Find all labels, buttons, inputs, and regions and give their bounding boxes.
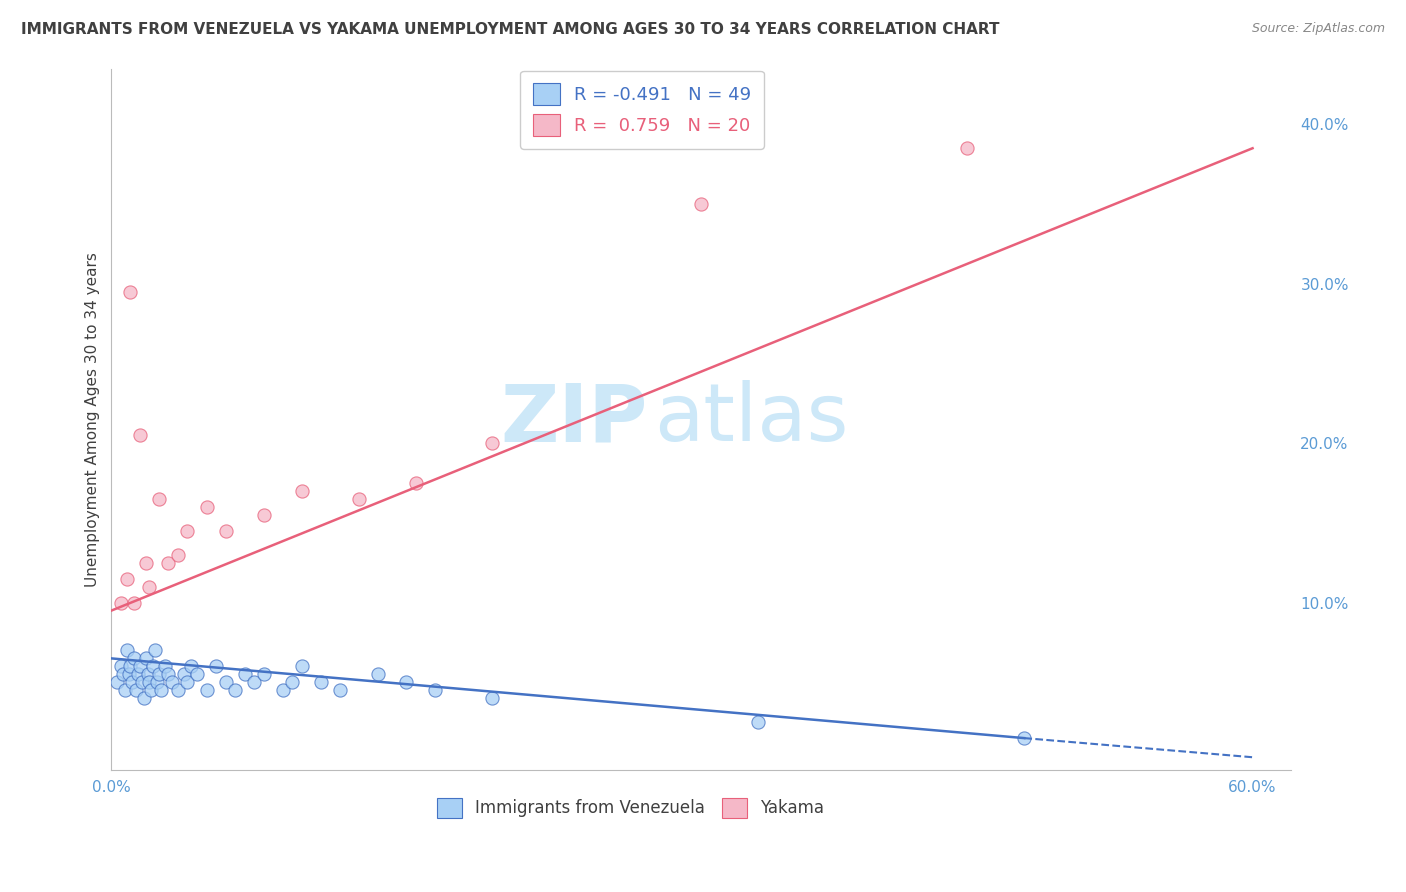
- Point: [481, 691, 503, 706]
- Point: [141, 683, 163, 698]
- Point: [167, 683, 190, 698]
- Point: [122, 596, 145, 610]
- Point: [149, 683, 172, 698]
- Point: [224, 683, 246, 698]
- Point: [347, 491, 370, 506]
- Point: [1014, 731, 1036, 745]
- Point: [115, 572, 138, 586]
- Point: [135, 651, 157, 665]
- Point: [110, 596, 132, 610]
- Point: [138, 580, 160, 594]
- Point: [309, 675, 332, 690]
- Point: [423, 683, 446, 698]
- Point: [186, 667, 208, 681]
- Text: ZIP: ZIP: [501, 380, 648, 458]
- Point: [291, 659, 314, 673]
- Point: [690, 197, 713, 211]
- Point: [956, 141, 979, 155]
- Point: [405, 476, 427, 491]
- Text: IMMIGRANTS FROM VENEZUELA VS YAKAMA UNEMPLOYMENT AMONG AGES 30 TO 34 YEARS CORRE: IMMIGRANTS FROM VENEZUELA VS YAKAMA UNEM…: [21, 22, 1000, 37]
- Point: [129, 659, 152, 673]
- Point: [173, 667, 195, 681]
- Point: [157, 667, 180, 681]
- Point: [195, 683, 218, 698]
- Point: [110, 659, 132, 673]
- Point: [121, 675, 143, 690]
- Point: [252, 667, 274, 681]
- Point: [167, 548, 190, 562]
- Point: [252, 508, 274, 522]
- Point: [115, 643, 138, 657]
- Point: [367, 667, 389, 681]
- Point: [233, 667, 256, 681]
- Point: [136, 667, 159, 681]
- Point: [153, 659, 176, 673]
- Point: [176, 524, 198, 538]
- Point: [114, 683, 136, 698]
- Point: [205, 659, 228, 673]
- Point: [195, 500, 218, 514]
- Point: [132, 691, 155, 706]
- Point: [105, 675, 128, 690]
- Point: [120, 659, 142, 673]
- Point: [281, 675, 304, 690]
- Point: [271, 683, 294, 698]
- Point: [138, 675, 160, 690]
- Point: [143, 643, 166, 657]
- Point: [127, 667, 149, 681]
- Point: [747, 715, 769, 730]
- Point: [117, 667, 139, 681]
- Point: [329, 683, 352, 698]
- Y-axis label: Unemployment Among Ages 30 to 34 years: Unemployment Among Ages 30 to 34 years: [86, 252, 100, 587]
- Point: [146, 675, 169, 690]
- Point: [122, 651, 145, 665]
- Point: [148, 667, 170, 681]
- Point: [243, 675, 266, 690]
- Point: [176, 675, 198, 690]
- Point: [162, 675, 184, 690]
- Point: [131, 675, 153, 690]
- Point: [142, 659, 165, 673]
- Text: atlas: atlas: [654, 380, 848, 458]
- Point: [180, 659, 202, 673]
- Legend: Immigrants from Venezuela, Yakama: Immigrants from Venezuela, Yakama: [430, 791, 831, 825]
- Point: [111, 667, 134, 681]
- Point: [148, 491, 170, 506]
- Point: [395, 675, 418, 690]
- Point: [157, 556, 180, 570]
- Point: [291, 483, 314, 498]
- Point: [125, 683, 148, 698]
- Point: [214, 675, 236, 690]
- Point: [129, 428, 152, 442]
- Text: Source: ZipAtlas.com: Source: ZipAtlas.com: [1251, 22, 1385, 36]
- Point: [214, 524, 236, 538]
- Point: [481, 436, 503, 450]
- Point: [120, 285, 142, 299]
- Point: [135, 556, 157, 570]
